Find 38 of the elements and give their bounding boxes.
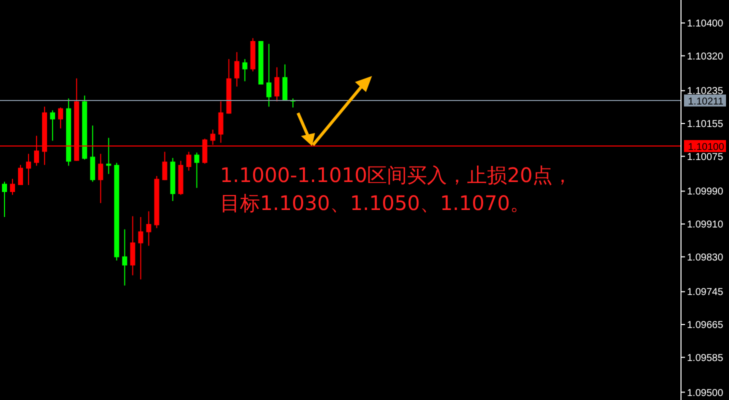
candlestick — [26, 153, 32, 186]
ref-line-label: 1.10211 — [688, 96, 724, 108]
y-tick-label: 1.10400 — [687, 18, 724, 30]
y-tick-label: 1.10155 — [687, 119, 724, 130]
annotation: 1.1000-1.1010区间买入，止损20点， — [220, 162, 573, 189]
candlestick — [2, 181, 7, 218]
candlestick — [186, 151, 192, 172]
candlestick — [234, 52, 240, 88]
candlestick — [266, 43, 272, 108]
candlestick — [242, 58, 248, 82]
candlestick — [274, 66, 280, 102]
y-tick-label: 1.09990 — [687, 186, 724, 198]
candlestick — [282, 64, 288, 102]
candlestick — [10, 178, 16, 196]
candlestick — [90, 125, 96, 182]
ref-line-label: 1.10100 — [688, 142, 725, 154]
candlestick — [138, 216, 144, 280]
y-tick-label: 1.09500 — [687, 388, 724, 399]
candlestick — [122, 228, 128, 286]
candlestick — [58, 106, 64, 129]
candlestick — [146, 210, 152, 246]
y-tick-label: 1.10075 — [687, 152, 724, 163]
candlestick — [106, 137, 112, 174]
y-tick-label: 1.10235 — [687, 86, 724, 98]
candlestick — [130, 216, 136, 276]
candlestick — [194, 152, 200, 188]
y-tick-label: 1.09665 — [687, 320, 724, 332]
annotation: 目标1.1030、1.1050、1.1070。 — [220, 190, 530, 217]
y-tick-label: 1.10320 — [687, 51, 724, 62]
candlestick — [18, 164, 24, 186]
y-tick-label: 1.09745 — [687, 287, 724, 298]
candlestick — [98, 153, 104, 204]
y-tick-label: 1.09830 — [687, 252, 724, 264]
candlestick — [50, 110, 56, 142]
candlestick — [218, 100, 224, 144]
candlestick — [162, 151, 168, 181]
y-tick-label: 1.09585 — [687, 352, 724, 364]
y-tick-label: 1.09910 — [687, 220, 724, 231]
